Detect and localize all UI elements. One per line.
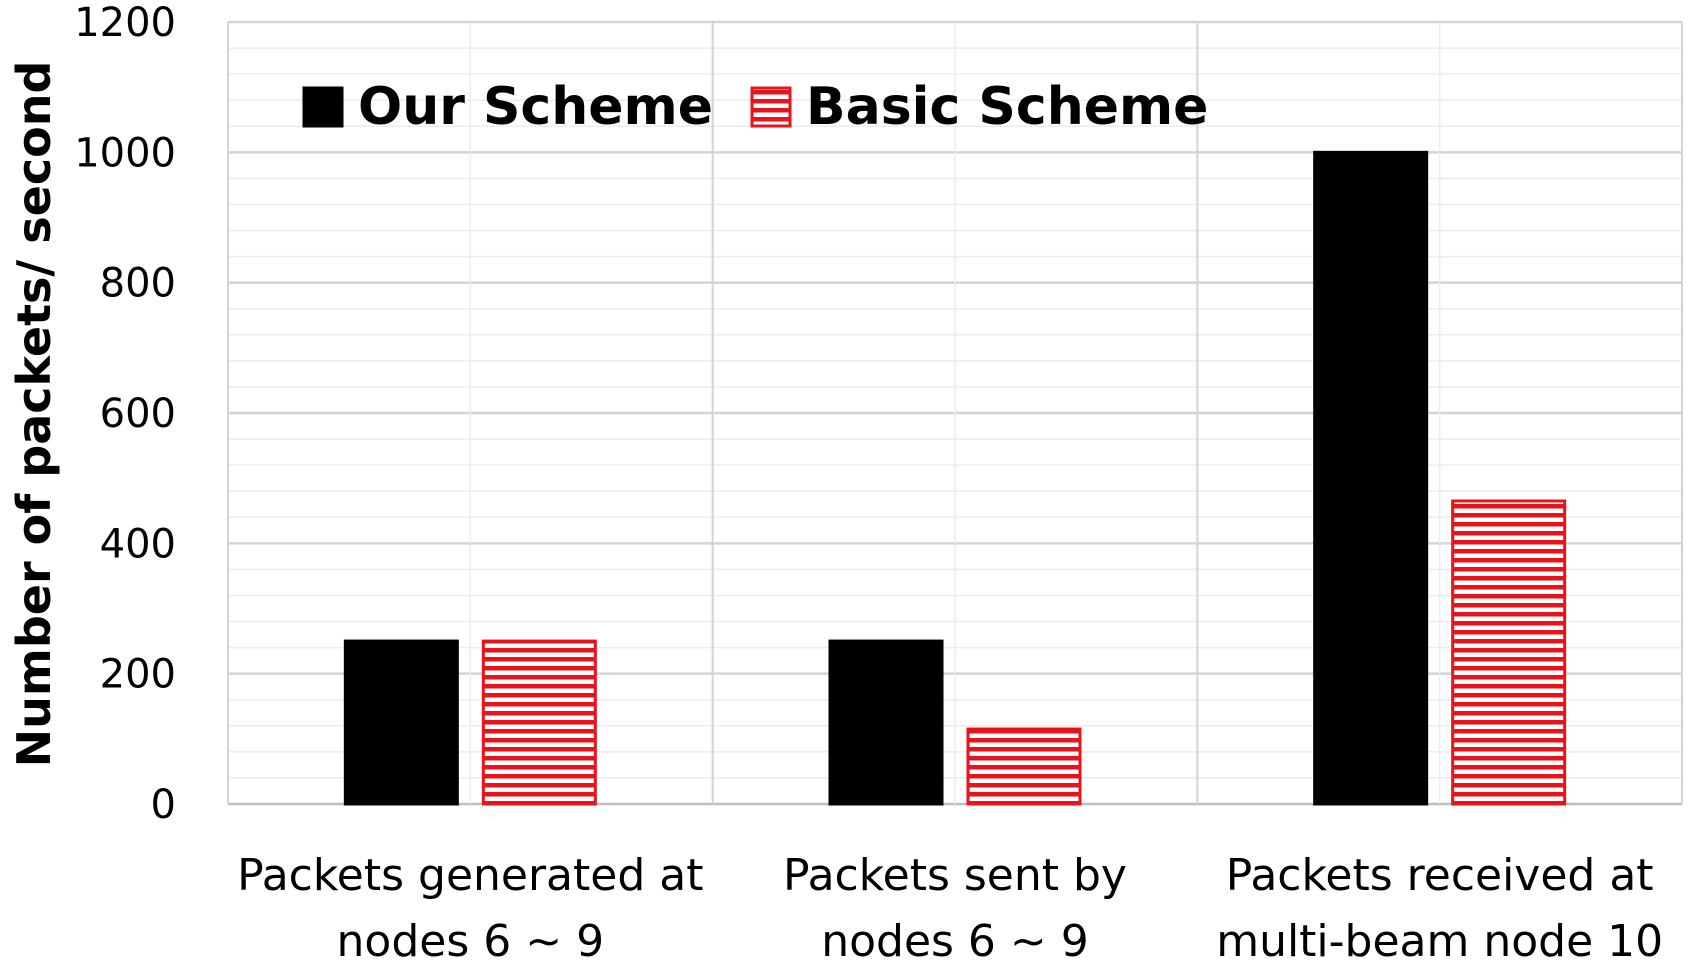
category-gridlines [227,22,1683,804]
bars [343,150,1567,806]
y-tick-label: 1200 [74,0,176,46]
y-tick-label: 200 [100,652,176,698]
category-label: nodes 6 ~ 9 [821,916,1089,967]
bar-our-scheme [343,639,459,806]
category-label: Packets received at [1226,850,1654,901]
y-tick-labels: 0 200 400 600 800 1000 1200 [74,0,176,828]
legend-swatch [302,86,344,128]
category-label: Packets generated at [237,850,703,901]
category-label: Packets sent by [783,850,1127,901]
category-label: nodes 6 ~ 9 [337,916,605,967]
y-tick-label: 0 [151,782,176,828]
bar-our-scheme [1313,150,1429,806]
bar-basic-scheme [481,639,597,806]
legend-swatch [750,86,792,128]
legend-label: Basic Scheme [806,77,1208,137]
legend-label: Our Scheme [358,77,713,137]
y-axis-label: Number of packets/ second [7,61,61,768]
legend: Our Scheme Basic Scheme [302,77,1208,137]
y-tick-label: 600 [100,391,176,437]
bar-our-scheme [828,639,944,806]
category-label: multi-beam node 10 [1216,916,1663,967]
bar-basic-scheme [966,727,1082,806]
y-tick-label: 1000 [74,130,176,176]
y-tick-label: 400 [100,521,176,567]
y-tick-label: 800 [100,261,176,307]
bar-basic-scheme [1451,499,1567,806]
category-labels: Packets generated at nodes 6 ~ 9 Packets s… [237,850,1663,967]
